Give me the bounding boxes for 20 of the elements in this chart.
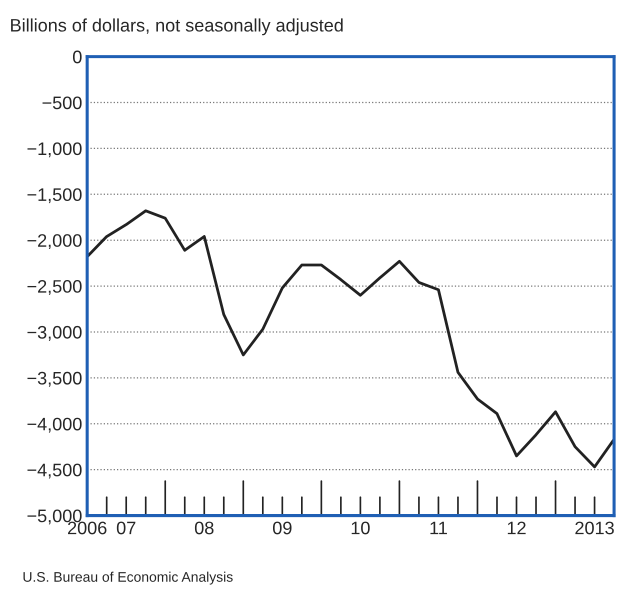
y-tick-label: −3,500: [27, 372, 82, 387]
x-tick-label: 11: [430, 522, 447, 534]
y-tick-label: −4,500: [27, 464, 82, 478]
y-tick-label: −2,000: [27, 234, 82, 250]
x-tick-label: 10: [352, 522, 370, 534]
y-tick-label: −1,000: [27, 142, 82, 158]
y-tick-label: −3,000: [27, 326, 82, 341]
y-tick-label: −4,000: [27, 418, 82, 433]
y-tick-label: −1,500: [27, 188, 82, 204]
y-tick-label: −500: [42, 96, 82, 110]
x-tick-label: 2013: [575, 522, 614, 534]
x-tick-label: 07: [116, 522, 136, 534]
x-tick-label: 09: [272, 522, 292, 534]
line-series: [87, 209, 614, 468]
x-tick-label: 08: [194, 522, 214, 534]
y-tick-label: 0: [72, 50, 82, 64]
y-tick-label: −2,500: [27, 280, 82, 295]
chart-title: Billions of dollars, not seasonally adjusted: [11, 18, 343, 36]
x-tick-label: 12: [508, 522, 526, 534]
text: U.S. Bureau of Economic Analysis: [24, 572, 233, 585]
